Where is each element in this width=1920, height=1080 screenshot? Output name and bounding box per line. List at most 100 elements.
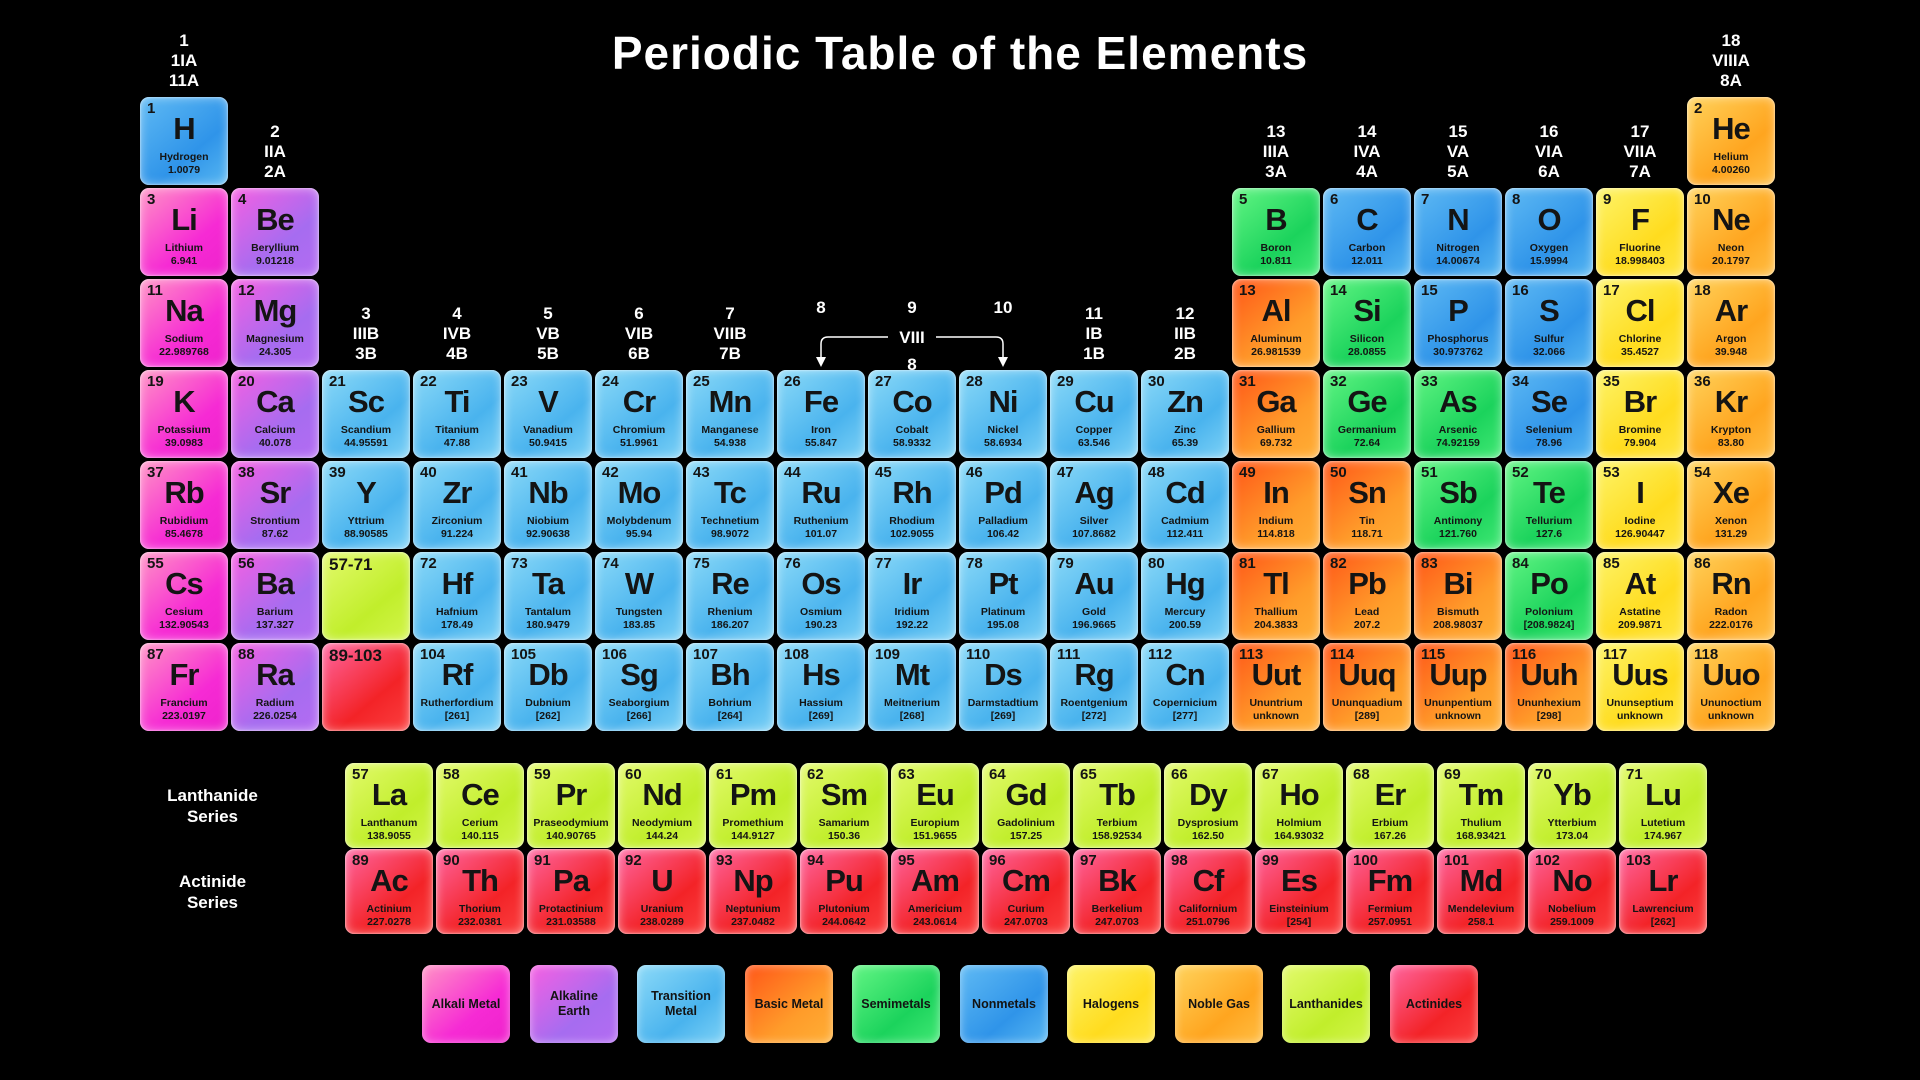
atomic-number: 32 (1330, 373, 1347, 390)
element-name: Terbium (1096, 817, 1138, 829)
element-name: Curium (1007, 903, 1045, 915)
atomic-number: 27 (875, 373, 892, 390)
element-symbol: Sr (259, 475, 292, 510)
element-symbol: Cm (1002, 863, 1051, 898)
group-header-line: 12 (1175, 304, 1195, 323)
element-name: Mendelevium (1447, 903, 1515, 915)
atomic-number: 102 (1535, 852, 1561, 869)
legend-label: Lanthanides (1289, 996, 1363, 1011)
group-header-line: 4 (452, 304, 462, 323)
element-name: Ununhexium (1517, 697, 1581, 709)
group-header-line: VIB (624, 324, 654, 343)
atomic-mass: 140.115 (461, 830, 499, 842)
element-symbol: Be (256, 202, 295, 237)
atomic-number: 9 (1603, 191, 1612, 208)
element-tile: 47 Ag Silver 107.8682 (1050, 461, 1138, 549)
element-name: Samarium (818, 817, 870, 829)
element-tile: 89 Ac Actinium 227.0278 (345, 849, 433, 934)
atomic-number: 116 (1512, 646, 1537, 663)
element-symbol: Np (733, 863, 773, 898)
atomic-number: 13 (1239, 282, 1256, 299)
element-symbol: Y (356, 475, 377, 510)
element-symbol: Hs (802, 657, 841, 692)
element-tile: 28 Ni Nickel 58.6934 (959, 370, 1047, 458)
atomic-number: 47 (1057, 464, 1074, 481)
element-name: Palladium (978, 515, 1028, 527)
element-symbol: Mo (617, 475, 662, 510)
element-symbol: Au (1074, 566, 1114, 601)
element-tile: 91 Pa Protactinium 231.03588 (527, 849, 615, 934)
element-symbol: B (1265, 202, 1287, 237)
atomic-mass: 259.1009 (1550, 916, 1594, 928)
group-header-line: 6B (628, 344, 650, 363)
atomic-mass: 127.6 (1535, 528, 1563, 540)
element-tile: 113 Uut Ununtrium unknown (1232, 643, 1320, 731)
element-tile: 39 Y Yttrium 88.90585 (322, 461, 410, 549)
element-name: Lutetium (1640, 817, 1686, 829)
element-symbol: Ta (532, 566, 565, 601)
element-tile: 38 Sr Strontium 87.62 (231, 461, 319, 549)
element-symbol: Fr (169, 657, 200, 692)
atomic-mass: 6.941 (170, 255, 198, 267)
atomic-mass: 174.967 (1644, 830, 1682, 842)
element-name: Rhenium (707, 606, 753, 618)
atomic-mass: 72.64 (1353, 437, 1381, 449)
element-name: Mercury (1164, 606, 1206, 618)
element-symbol: Uup (1429, 657, 1487, 692)
element-name: Selenium (1525, 424, 1573, 436)
atomic-mass: 157.25 (1009, 830, 1043, 842)
element-tile: 60 Nd Neodymium 144.24 (618, 763, 706, 848)
element-name: Fermium (1367, 903, 1413, 915)
element-tile: 107 Bh Bohrium [264] (686, 643, 774, 731)
element-tile: 36 Kr Krypton 83.80 (1687, 370, 1775, 458)
atomic-mass: 95.94 (625, 528, 653, 540)
element-symbol: Ac (370, 863, 409, 898)
atomic-mass: 91.224 (440, 528, 474, 540)
atomic-number: 58 (443, 766, 460, 783)
bracket-left-arrow-icon (816, 357, 826, 367)
element-symbol: Cr (622, 384, 656, 419)
atomic-mass: 247.0703 (1095, 916, 1139, 928)
group-header-line: IIA (264, 142, 286, 161)
element-name: Praseodymium (533, 817, 609, 829)
element-symbol: Th (462, 863, 499, 898)
legend-swatch: Lanthanides (1282, 965, 1370, 1043)
element-tile: 22 Ti Titanium 47.88 (413, 370, 501, 458)
element-name: Zinc (1174, 424, 1196, 436)
atomic-number: 49 (1239, 464, 1256, 481)
atomic-number: 79 (1057, 555, 1074, 572)
atomic-number: 87 (147, 646, 164, 663)
group-header-line: 2 (270, 122, 280, 141)
element-tile: 6 C Carbon 12.011 (1323, 188, 1411, 276)
element-tile: 106 Sg Seaborgium [266] (595, 643, 683, 731)
atomic-number: 111 (1057, 646, 1081, 663)
element-name: Rubidium (159, 515, 209, 527)
series-placeholder-tile: 57-71 (322, 552, 410, 640)
atomic-mass: 83.80 (1717, 437, 1745, 449)
element-tile: 92 U Uranium 238.0289 (618, 849, 706, 934)
element-tile: 75 Re Rhenium 186.207 (686, 552, 774, 640)
element-symbol: Ag (1074, 475, 1114, 510)
element-symbol: Uuh (1520, 657, 1578, 692)
atomic-mass: 200.59 (1168, 619, 1202, 631)
atomic-mass: 54.938 (713, 437, 747, 449)
atomic-mass: 35.4527 (1621, 346, 1659, 358)
element-name: Radium (255, 697, 295, 709)
atomic-number: 105 (511, 646, 537, 663)
atomic-mass: 162.50 (1191, 830, 1225, 842)
element-tile: 11 Na Sodium 22.989768 (140, 279, 228, 367)
element-name: Nickel (987, 424, 1019, 436)
element-tile: 13 Al Aluminum 26.981539 (1232, 279, 1320, 367)
atomic-number: 72 (420, 555, 437, 572)
element-name: Krypton (1710, 424, 1752, 436)
group-header-line: 5B (537, 344, 559, 363)
element-tile: 71 Lu Lutetium 174.967 (1619, 763, 1707, 848)
atomic-mass: 232.0381 (458, 916, 502, 928)
element-tile: 65 Tb Terbium 158.92534 (1073, 763, 1161, 848)
group-header-line: 9 (907, 298, 917, 317)
group-header: 15 VA 5A (1414, 122, 1502, 182)
element-tile: 105 Db Dubnium [262] (504, 643, 592, 731)
element-name: Cerium (461, 817, 499, 829)
atomic-mass: [261] (444, 710, 470, 722)
group-header-line: 15 (1448, 122, 1468, 141)
